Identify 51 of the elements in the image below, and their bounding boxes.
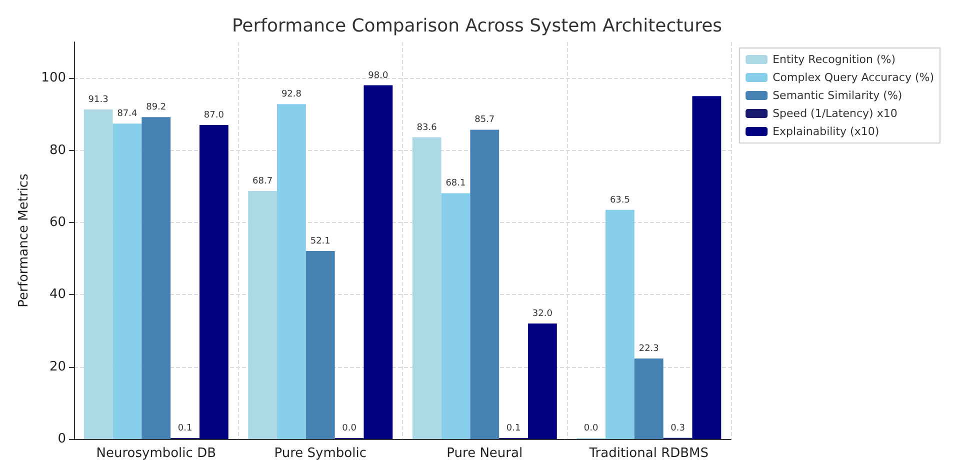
data-label: 32.0 [532, 309, 553, 320]
data-label: 87.0 [204, 110, 224, 121]
legend-label: Explainability (x10) [772, 125, 880, 138]
data-label: 52.1 [310, 236, 330, 246]
data-label: 0.3 [670, 423, 685, 434]
data-label: 92.8 [281, 90, 302, 100]
x-tick-label: Neurosymbolic DB [96, 446, 216, 461]
data-label: 89.2 [146, 102, 166, 113]
bar [142, 117, 171, 439]
y-tick-label: 100 [41, 70, 66, 86]
legend-label: Complex Query Accuracy (%) [772, 71, 934, 84]
x-tick-label: Pure Neural [446, 446, 523, 461]
data-label: 0.1 [506, 424, 521, 434]
bar [84, 109, 113, 439]
x-tick-label: Traditional RDBMS [588, 446, 708, 461]
data-label: 91.3 [88, 94, 108, 105]
data-label: 83.6 [416, 122, 438, 133]
bar [441, 193, 470, 439]
data-label: 87.4 [117, 109, 138, 120]
bar [692, 96, 722, 439]
bar [412, 137, 442, 439]
legend-label: Semantic Similarity (%) [772, 89, 902, 102]
data-label: 0.0 [584, 424, 598, 434]
y-tick-label: 20 [49, 359, 66, 374]
data-label: 63.5 [610, 195, 630, 206]
bar [528, 324, 557, 439]
data-label: 68.1 [446, 178, 466, 189]
bar [199, 125, 228, 439]
legend-label: Speed (1/Latency) x10 [772, 107, 898, 120]
chart-title: Performance Comparison Across System Architectures [232, 16, 722, 36]
data-label: 22.3 [638, 344, 659, 354]
data-label: 98.0 [368, 70, 388, 81]
bar [112, 124, 142, 439]
data-label: 68.7 [252, 176, 273, 187]
legend-label: Entity Recognition (%) [772, 53, 896, 66]
data-label: 0.1 [178, 424, 192, 434]
bar [634, 358, 664, 439]
y-tick-label: 40 [49, 287, 66, 302]
y-tick-label: 0 [58, 432, 66, 446]
data-label: 85.7 [474, 115, 495, 126]
bar [364, 85, 393, 439]
bar [248, 191, 278, 439]
bar [470, 130, 500, 439]
data-label: 0.0 [342, 424, 357, 434]
y-axis-title: Performance Metrics [16, 173, 32, 308]
bar [606, 210, 634, 439]
y-tick-label: 80 [49, 142, 66, 158]
bar [306, 250, 335, 439]
x-tick-label: Pure Symbolic [274, 446, 366, 461]
bar [277, 104, 306, 439]
y-tick-label: 60 [49, 214, 66, 230]
